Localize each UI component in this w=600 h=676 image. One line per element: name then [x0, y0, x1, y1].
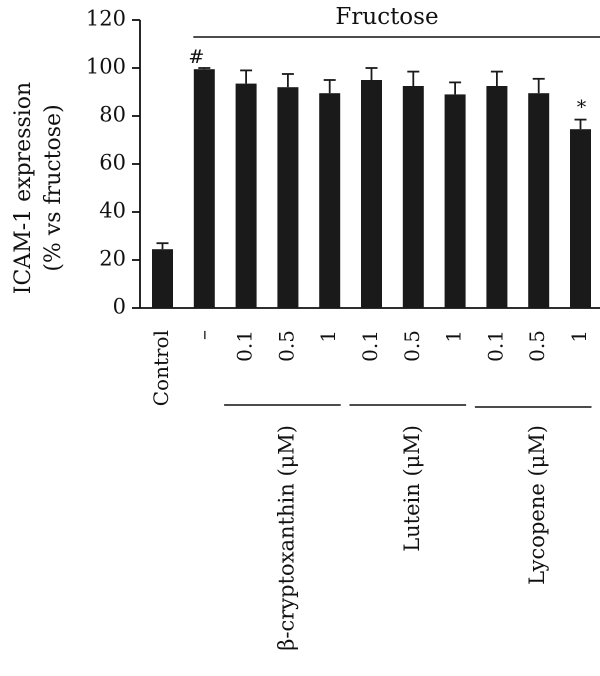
y-tick-label: 60	[99, 151, 126, 175]
significance-marker: #	[188, 46, 204, 68]
x-tick-label: 0.1	[233, 330, 257, 362]
bar	[361, 80, 382, 308]
bar	[193, 69, 215, 308]
y-axis-title-line-1: ICAM-1 expression	[11, 82, 36, 294]
significance-markers: #*	[188, 46, 586, 119]
y-tick-label: 80	[99, 103, 126, 127]
group-label: Lutein (μM)	[400, 425, 424, 552]
y-axis-title-line-2: (% vs fructose)	[41, 104, 66, 271]
group-labels: β-cryptoxanthin (μM) Lutein (μM) Lycopene …	[224, 404, 592, 651]
y-tick-label: 20	[99, 247, 126, 271]
x-tick-label: 1	[442, 330, 466, 343]
bar	[277, 87, 299, 308]
significance-marker: *	[577, 97, 587, 119]
fructose-banner: Fructose	[193, 4, 600, 38]
x-tick-label: 0.5	[274, 330, 298, 362]
x-tick-label: 0.5	[525, 330, 549, 362]
group-label: β-cryptoxanthin (μM)	[274, 425, 298, 651]
bar	[402, 86, 424, 308]
x-tick-label: 0.1	[483, 330, 507, 362]
bar	[319, 93, 341, 308]
y-axis-title: ICAM-1 expression (% vs fructose)	[11, 82, 66, 294]
x-tick-label: 1	[316, 330, 340, 343]
x-axis-labels: Control – 0.1 0.5 1 0.1 0.5 1 0.1 0.5 1	[149, 330, 591, 406]
x-tick-label: 0.5	[400, 330, 424, 362]
x-tick-label: 1	[567, 330, 591, 343]
y-axis: 0 20 40 60 80 100 120	[86, 7, 600, 319]
group-label: Lycopene (μM)	[525, 425, 549, 585]
x-tick-label: –	[191, 330, 215, 340]
bar	[235, 83, 257, 308]
error-bars	[156, 67, 587, 250]
bars	[152, 69, 591, 309]
y-tick-label: 100	[86, 55, 126, 79]
y-tick-label: 40	[99, 199, 126, 223]
bar	[528, 93, 550, 308]
x-tick-label: Control	[149, 330, 173, 406]
bar	[570, 129, 591, 308]
bar	[152, 249, 173, 308]
x-tick-label: 0.1	[358, 330, 382, 362]
y-tick-label: 0	[113, 295, 126, 319]
bar	[486, 86, 508, 308]
bar	[444, 94, 466, 309]
y-tick-label: 120	[86, 7, 126, 31]
fructose-banner-label: Fructose	[335, 4, 438, 30]
